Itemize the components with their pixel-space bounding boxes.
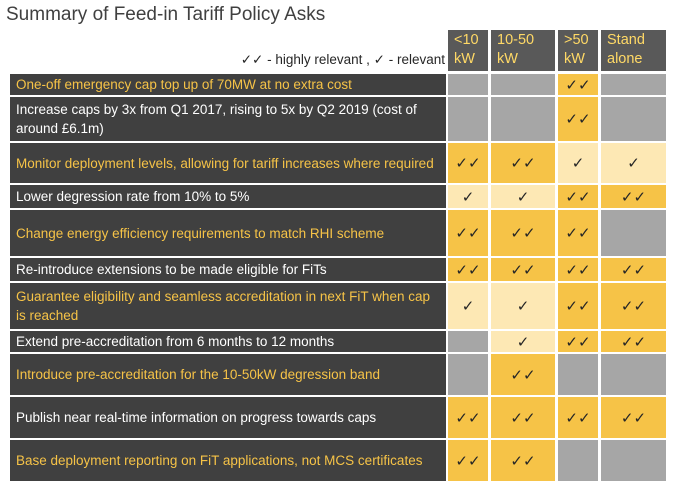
row-label: Change energy efficiency requirements to… — [10, 210, 446, 256]
empty-cell — [601, 74, 666, 95]
column-header: Stand alone — [601, 30, 666, 71]
column-header: >50 kW — [558, 30, 598, 71]
check-mark-cell: ✓ — [491, 331, 555, 352]
empty-cell — [601, 354, 666, 395]
check-mark-cell: ✓✓ — [558, 331, 598, 352]
empty-cell — [558, 354, 598, 395]
row-label: Increase caps by 3x from Q1 2017, rising… — [10, 97, 446, 141]
check-mark-cell: ✓✓ — [601, 185, 666, 208]
check-mark-cell: ✓✓ — [601, 258, 666, 281]
check-mark-cell: ✓✓ — [558, 185, 598, 208]
empty-cell — [601, 97, 666, 141]
legend-text: ✓✓ - highly relevant , ✓ - relevant — [240, 52, 445, 67]
check-mark-cell: ✓✓ — [558, 74, 598, 95]
check-mark-cell: ✓ — [601, 143, 666, 183]
check-mark-cell: ✓✓ — [601, 331, 666, 352]
row-label: Publish near real-time information on pr… — [10, 397, 446, 438]
check-mark-cell: ✓ — [491, 283, 555, 329]
empty-cell — [601, 210, 666, 256]
row-label: Lower degression rate from 10% to 5% — [10, 185, 446, 208]
empty-cell — [448, 331, 488, 352]
row-label-text: Re-introduce extensions to be made eligi… — [16, 262, 327, 277]
row-label: Re-introduce extensions to be made eligi… — [10, 258, 446, 281]
row-label: One-off emergency cap top up of 70MW at … — [10, 74, 446, 95]
check-mark-cell: ✓✓ — [558, 97, 598, 141]
row-label-text: Introduce pre-accreditation for the 10-5… — [16, 367, 380, 382]
column-header: <10 kW — [448, 30, 488, 71]
check-mark-cell: ✓✓ — [491, 397, 555, 438]
row-label: Monitor deployment levels, allowing for … — [10, 143, 446, 183]
check-mark-cell: ✓ — [558, 143, 598, 183]
row-label: Introduce pre-accreditation for the 10-5… — [10, 354, 446, 395]
check-mark-cell: ✓✓ — [601, 283, 666, 329]
row-label-text: One-off emergency cap top up of 70MW at … — [16, 77, 352, 92]
check-mark-cell: ✓ — [448, 283, 488, 329]
check-mark-cell: ✓✓ — [558, 210, 598, 256]
check-mark-cell: ✓✓ — [491, 143, 555, 183]
row-label-text: Base deployment reporting on FiT applica… — [16, 453, 423, 468]
row-label-text: Guarantee eligibility and seamless accre… — [16, 289, 430, 323]
check-mark-cell: ✓✓ — [558, 283, 598, 329]
check-mark-cell: ✓✓ — [448, 210, 488, 256]
row-label-text: Change energy efficiency requirements to… — [16, 225, 385, 241]
check-mark-cell: ✓✓ — [491, 354, 555, 395]
row-label-text: Monitor deployment levels, allowing for … — [16, 155, 434, 171]
check-mark-cell: ✓✓ — [491, 258, 555, 281]
empty-cell — [448, 97, 488, 141]
check-mark-cell: ✓✓ — [601, 397, 666, 438]
check-mark-cell: ✓ — [448, 185, 488, 208]
row-label-text: Lower degression rate from 10% to 5% — [16, 189, 250, 204]
empty-cell — [491, 74, 555, 95]
row-label: Guarantee eligibility and seamless accre… — [10, 283, 446, 329]
row-label-text: Increase caps by 3x from Q1 2017, rising… — [16, 102, 417, 136]
empty-cell — [491, 97, 555, 141]
check-mark-cell: ✓✓ — [491, 440, 555, 481]
empty-cell — [448, 354, 488, 395]
check-mark-cell: ✓✓ — [491, 210, 555, 256]
check-mark-cell: ✓✓ — [448, 258, 488, 281]
page-title: Summary of Feed-in Tariff Policy Asks — [6, 4, 326, 25]
empty-cell — [558, 440, 598, 481]
empty-cell — [448, 74, 488, 95]
check-mark-cell: ✓✓ — [558, 258, 598, 281]
row-label: Extend pre-accreditation from 6 months t… — [10, 331, 446, 352]
empty-cell — [601, 440, 666, 481]
column-header: 10-50 kW — [491, 30, 555, 71]
check-mark-cell: ✓✓ — [448, 397, 488, 438]
row-label-text: Publish near real-time information on pr… — [16, 410, 377, 425]
check-mark-cell: ✓ — [491, 185, 555, 208]
check-mark-cell: ✓✓ — [558, 397, 598, 438]
check-mark-cell: ✓✓ — [448, 143, 488, 183]
row-label-text: Extend pre-accreditation from 6 months t… — [16, 334, 335, 349]
row-label: Base deployment reporting on FiT applica… — [10, 440, 446, 481]
check-mark-cell: ✓✓ — [448, 440, 488, 481]
